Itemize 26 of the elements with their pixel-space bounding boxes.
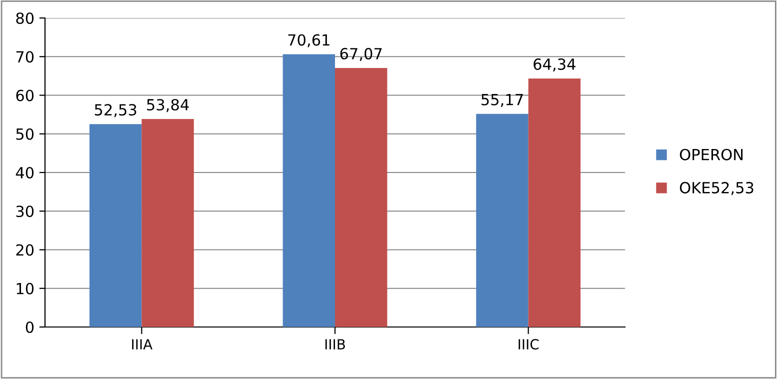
data-label: 70,61 [288,34,330,48]
data-label: 55,17 [482,94,523,107]
bar [89,124,142,327]
y-tick-label: 10 [16,282,34,294]
y-tick-label: 0 [26,321,34,334]
bar [282,54,335,327]
bar [142,119,194,327]
y-tick-label: 30 [16,206,34,218]
data-label: 52,53 [94,104,136,118]
y-tick-label: 80 [16,12,34,24]
bar [335,68,388,327]
bar [528,78,581,327]
x-tick-label: IIIC [518,339,539,350]
x-tick-label: IIIA [132,339,152,350]
y-tick-label: 50 [16,128,34,140]
legend-label: OPERON [680,148,743,160]
data-label: 67,07 [340,48,382,61]
data-label: 53,84 [147,98,189,112]
y-tick-label: 70 [16,51,34,63]
legend-label: OKE52,53 [680,182,754,196]
x-tick-label: IIIB [325,339,345,350]
y-tick-label: 20 [16,244,34,256]
y-tick-label: 40 [16,166,34,179]
data-label: 64,34 [534,58,576,72]
bar [476,114,528,327]
y-tick-label: 60 [16,90,34,102]
